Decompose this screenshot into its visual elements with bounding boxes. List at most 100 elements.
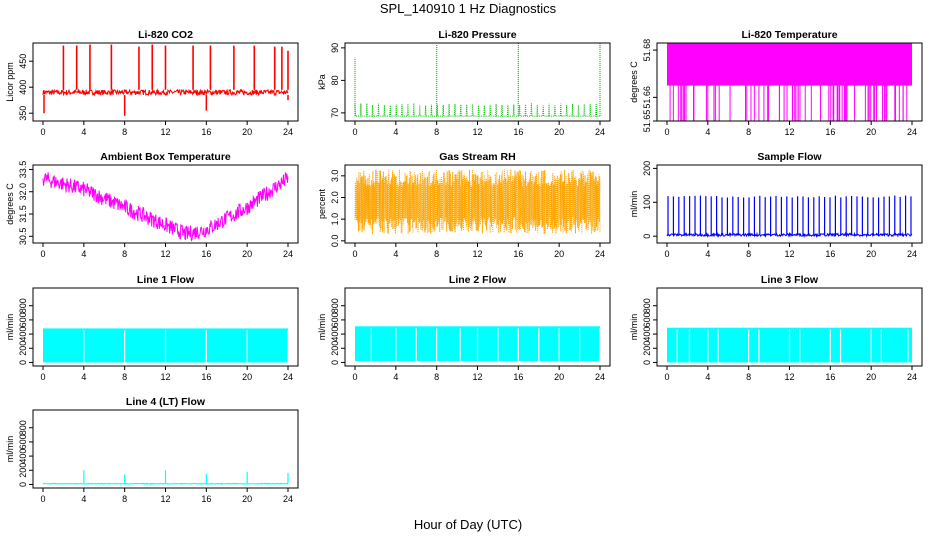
chart-line4: Line 4 (LT) Flow ml/min 0 4 8 12 16 20 24 0 200400… [5,396,299,504]
y-tick-label: 51.65 [642,110,652,133]
data-layer [354,43,601,117]
x-tick-label: 12 [160,494,170,504]
chart-line3: Line 3 Flow ml/min 0 4 8 12 16 20 24 0 20040060080… [629,274,923,382]
series-line [354,103,600,117]
y-tick-label: 0 [18,360,28,365]
chart-line2: Line 2 Flow ml/min 0 4 8 12 16 20 24 0 20040060080… [317,274,611,382]
y-axis-label: percent [317,188,327,219]
y-tick-label: 600 [18,312,28,327]
y-axis-label: degrees C [5,183,15,225]
x-tick-label: 4 [705,372,710,382]
data-layer [667,327,912,363]
data-layer [354,169,601,235]
x-tick-label: 16 [513,372,523,382]
x-tick-label: 16 [201,249,211,259]
data-layer [666,195,913,239]
x-tick-label: 24 [283,494,293,504]
panel-title: Line 1 Flow [137,274,195,286]
y-tick-label: 2.0 [330,191,340,204]
x-tick-label: 20 [554,372,564,382]
y-tick-label: 400 [642,327,652,342]
plot-frame [656,164,923,244]
x-tick-label: 24 [283,249,293,259]
x-tick-label: 12 [784,127,794,137]
x-axis-title: Hour of Day (UTC) [413,517,523,532]
x-tick-label: 20 [866,249,876,259]
x-tick-label: 0 [40,127,45,137]
x-tick-label: 4 [393,372,398,382]
y-tick-label: 400 [18,327,28,342]
y-tick-label: 51.68 [642,39,652,62]
x-tick-label: 0 [664,127,669,137]
y-axis-label: ml/min [5,436,15,463]
y-tick-label: 800 [18,420,28,435]
panel-title: Gas Stream RH [439,151,515,163]
x-tick-label: 12 [472,127,482,137]
panel-title: Line 4 (LT) Flow [126,396,206,408]
panel-title: Ambient Box Temperature [100,151,231,163]
panel-title: Li-820 Temperature [741,29,837,41]
y-axis-label: Licor ppm [5,62,15,102]
y-tick-label: 600 [18,434,28,449]
panel-title: Line 3 Flow [761,274,819,286]
x-tick-label: 4 [81,249,86,259]
x-tick-label: 0 [40,372,45,382]
y-axis-label: ml/min [629,191,639,218]
x-tick-label: 16 [201,127,211,137]
y-tick-label: 0 [330,360,340,365]
y-tick-label: 1.0 [330,213,340,226]
chart-rh: Gas Stream RH percent 0 4 8 12 16 20 24 0.0 1.0 2.0… [317,151,611,259]
y-axis-label: ml/min [317,314,327,341]
y-tick-label: 600 [330,312,340,327]
x-tick-label: 20 [242,494,252,504]
y-axis-label: ml/min [629,314,639,341]
y-tick-label: 600 [642,312,652,327]
x-tick-label: 12 [784,249,794,259]
x-tick-label: 0 [40,494,45,504]
y-tick-label: 70 [330,108,340,118]
x-tick-label: 12 [472,249,482,259]
x-tick-label: 24 [283,372,293,382]
data-layer [42,171,289,242]
y-tick-label: 32.0 [18,183,28,201]
x-tick-label: 20 [242,372,252,382]
plot-frame [344,42,611,122]
x-tick-label: 4 [705,249,710,259]
x-tick-label: 24 [595,127,605,137]
y-tick-label: 200 [18,341,28,356]
x-tick-label: 0 [352,127,357,137]
chart-pressure: Li-820 Pressure kPa 0 4 8 12 16 20 24 70 80 90 [317,29,611,137]
x-tick-label: 16 [513,127,523,137]
x-tick-label: 8 [122,127,127,137]
plot-frame [32,164,299,244]
series-line [42,171,289,242]
x-tick-label: 0 [352,372,357,382]
x-tick-label: 16 [201,372,211,382]
y-tick-label: 31.5 [18,205,28,223]
x-tick-label: 4 [81,494,86,504]
y-tick-label: 400 [18,449,28,464]
panel-title: Sample Flow [757,151,822,163]
panel-title: Li-820 Pressure [438,29,516,41]
y-tick-label: 200 [18,463,28,478]
x-tick-label: 12 [160,249,170,259]
series-line [42,482,289,485]
x-tick-label: 8 [746,372,751,382]
chart-co2: Li-820 CO2 Licor ppm 0 4 8 12 16 20 24 350 400 450 [5,29,299,137]
series-band [667,43,912,86]
x-tick-label: 24 [907,372,917,382]
x-tick-label: 24 [283,127,293,137]
x-tick-label: 4 [393,249,398,259]
x-tick-label: 0 [664,372,669,382]
x-tick-label: 8 [434,372,439,382]
x-tick-label: 4 [81,127,86,137]
x-tick-label: 0 [40,249,45,259]
x-tick-label: 20 [866,372,876,382]
y-tick-label: 800 [330,298,340,313]
figure-title: SPL_140910 1 Hz Diagnostics [379,1,557,16]
y-tick-label: 350 [18,106,28,121]
y-tick-label: 30.5 [18,228,28,246]
y-tick-label: 80 [330,75,340,85]
data-layer [355,326,601,362]
x-tick-label: 8 [122,372,127,382]
